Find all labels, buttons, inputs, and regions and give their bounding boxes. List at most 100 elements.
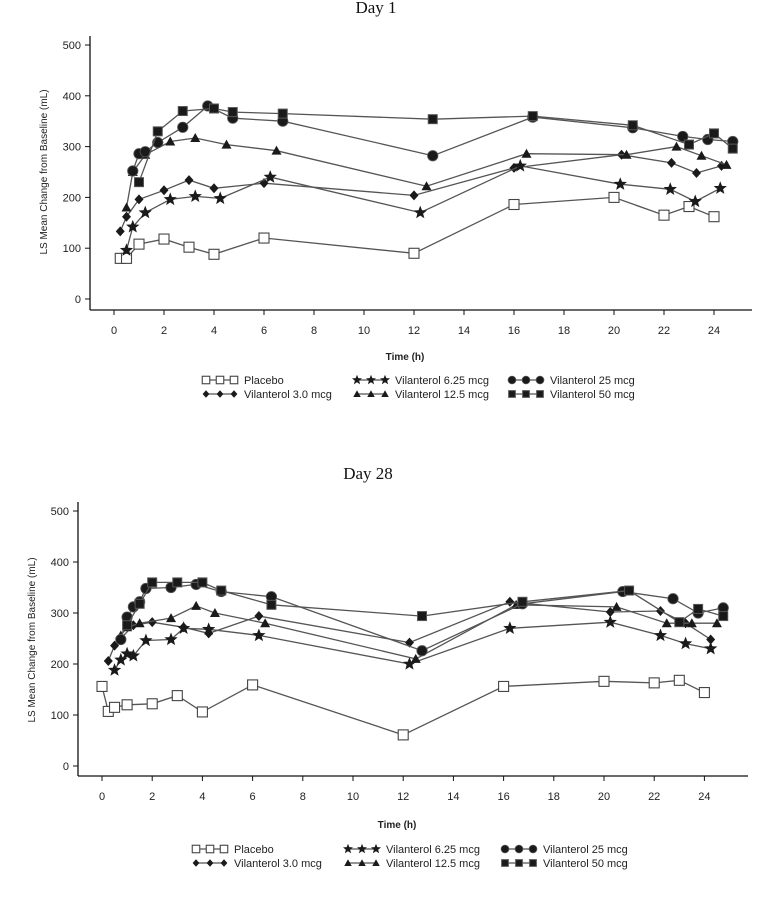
legend-marker-icon <box>357 843 367 854</box>
series-square <box>134 103 738 188</box>
series-square <box>122 577 729 631</box>
legend-marker-icon <box>219 844 229 854</box>
data-point <box>653 628 668 642</box>
data-point <box>177 121 189 133</box>
data-point <box>114 652 128 666</box>
legend-item: Vilanterol 6.25 mcg <box>352 374 489 387</box>
x-tick-label: 12 <box>408 325 420 337</box>
data-point <box>427 114 438 125</box>
legend-marker-icon <box>344 859 352 866</box>
legend-marker-icon <box>352 374 362 385</box>
day1-chart: Day 1 LS Mean Change from Baseline (mL) … <box>39 0 752 401</box>
legend-marker-icon <box>500 844 510 854</box>
legend-label: Vilanterol 25 mcg <box>550 375 635 387</box>
data-point <box>258 232 270 244</box>
legend-marker-icon <box>215 375 225 385</box>
data-point <box>521 148 532 158</box>
x-axis-label: Time (h) <box>386 352 425 363</box>
x-tick-label: 20 <box>608 325 620 337</box>
data-point <box>498 680 510 692</box>
data-point <box>663 182 677 195</box>
data-point <box>718 611 729 622</box>
data-point <box>603 615 617 628</box>
y-tick-label: 0 <box>75 294 81 306</box>
data-point <box>713 181 727 194</box>
data-point <box>417 611 428 622</box>
data-point <box>126 219 140 233</box>
data-point <box>686 618 697 628</box>
data-point <box>709 128 719 139</box>
legend-marker-icon <box>367 390 375 397</box>
legend-marker-icon <box>514 844 524 854</box>
x-tick-label: 6 <box>250 791 256 803</box>
data-point <box>421 181 432 191</box>
data-point <box>120 252 133 264</box>
legend-label: Vilanterol 6.25 mcg <box>395 375 489 387</box>
data-point <box>152 126 163 137</box>
data-point <box>427 150 439 162</box>
legend-marker-icon <box>380 374 390 385</box>
data-point <box>227 107 238 118</box>
data-point <box>409 190 419 201</box>
legend-label: Vilanterol 12.5 mcg <box>386 858 480 870</box>
data-point <box>171 690 183 702</box>
data-point <box>692 168 701 179</box>
data-point <box>527 111 538 122</box>
legend: Placebo Vilanterol 3.0 mcg Vilanterol 6.25… <box>191 843 628 870</box>
x-tick-label: 18 <box>558 325 570 337</box>
x-tick-label: 24 <box>708 325 720 337</box>
x-tick-label: 12 <box>397 791 409 803</box>
data-point <box>172 577 183 588</box>
data-point <box>221 139 232 149</box>
y-tick-label: 500 <box>63 40 81 52</box>
data-point <box>119 243 134 256</box>
data-point <box>146 698 158 710</box>
legend-label: Placebo <box>234 844 274 856</box>
y-tick-label: 400 <box>63 91 81 103</box>
x-tick-label: 8 <box>311 325 317 337</box>
data-point <box>121 699 133 711</box>
data-point <box>158 233 170 245</box>
day28-chart: Day 28 LS Mean Change from Baseline (mL)… <box>27 464 748 870</box>
series-square-open <box>114 191 720 264</box>
data-point <box>678 636 693 650</box>
data-point <box>138 205 152 219</box>
data-point <box>413 205 427 219</box>
y-tick-label: 400 <box>51 557 69 569</box>
data-point <box>688 194 702 208</box>
data-point <box>696 150 707 160</box>
data-point <box>508 198 520 211</box>
series-diamond <box>115 149 726 237</box>
data-point <box>202 622 216 635</box>
legend-item: Placebo <box>191 844 274 856</box>
y-tick-label: 300 <box>51 608 69 620</box>
data-point <box>247 679 259 691</box>
x-tick-label: 24 <box>698 791 710 803</box>
y-tick-label: 0 <box>63 761 69 773</box>
legend-marker-icon <box>353 390 361 397</box>
data-point <box>183 241 195 253</box>
data-point <box>408 247 420 259</box>
x-tick-label: 16 <box>508 325 520 337</box>
data-point <box>134 598 145 609</box>
legend-marker-icon <box>508 390 516 398</box>
series-star <box>107 615 718 676</box>
legend-item: Vilanterol 25 mcg <box>507 375 635 387</box>
data-point <box>624 585 635 596</box>
data-point <box>677 130 689 143</box>
data-point <box>96 680 108 692</box>
data-point <box>260 618 271 628</box>
y-axis-label: LS Mean Change from Baseline (mL) <box>39 89 50 254</box>
data-point <box>397 729 409 741</box>
legend-marker-icon <box>366 374 376 385</box>
data-point <box>190 132 201 142</box>
x-tick-label: 10 <box>358 325 370 337</box>
legend-marker-icon <box>522 390 530 398</box>
data-point <box>208 248 220 260</box>
data-point <box>693 603 704 614</box>
data-point <box>611 601 622 611</box>
data-point <box>513 158 527 172</box>
data-point <box>505 596 515 607</box>
